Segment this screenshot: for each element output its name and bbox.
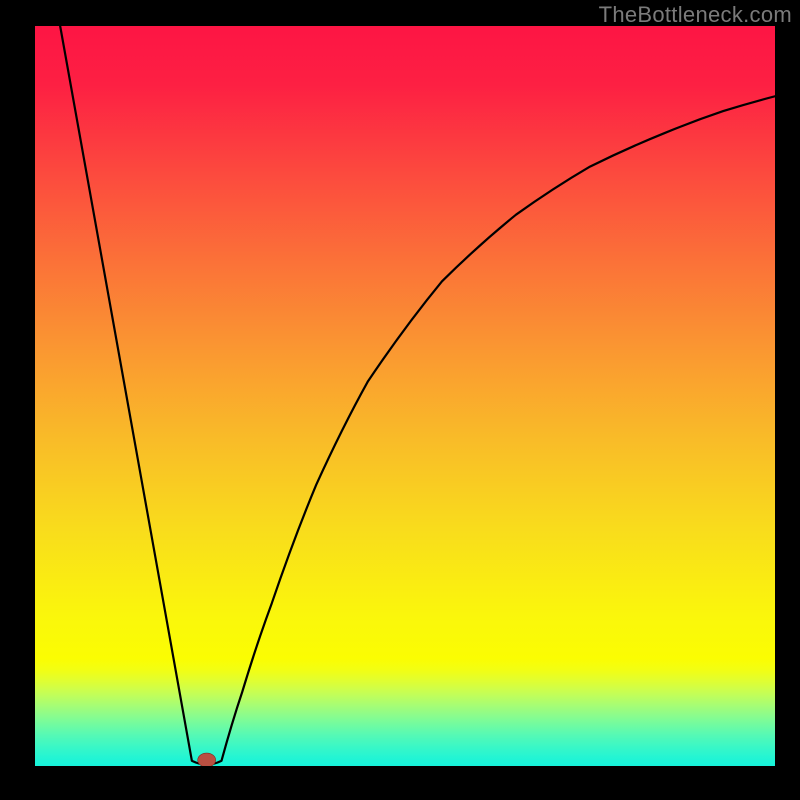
plot-area bbox=[35, 26, 775, 766]
watermark-text: TheBottleneck.com bbox=[599, 2, 792, 28]
bottleneck-curve bbox=[60, 26, 775, 765]
chart-frame: TheBottleneck.com bbox=[0, 0, 800, 800]
curve-layer bbox=[35, 26, 775, 766]
valley-marker bbox=[198, 753, 216, 766]
